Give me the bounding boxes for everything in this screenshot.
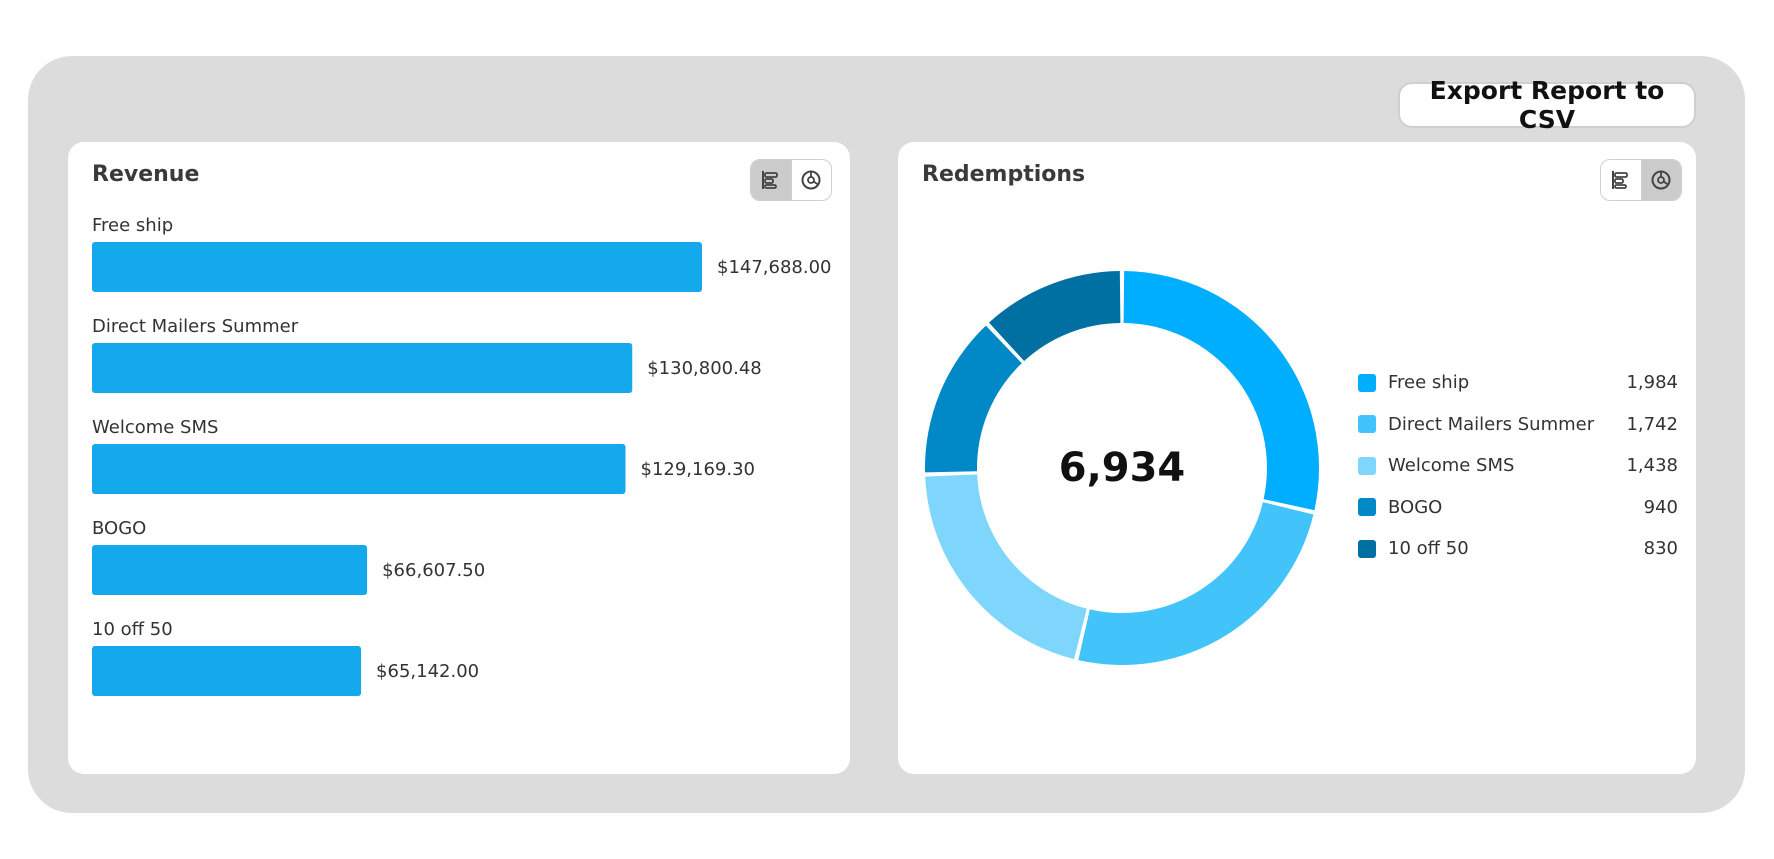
legend-label: Free ship xyxy=(1388,372,1470,394)
revenue-bar[interactable] xyxy=(92,545,368,595)
bar-value-label: $65,142.00 xyxy=(376,661,479,682)
revenue-chart-toggle xyxy=(750,159,832,201)
redemptions-title: Redemptions xyxy=(922,162,1086,187)
legend-value: 1,742 xyxy=(1626,413,1678,435)
bar-chart-icon xyxy=(1611,171,1628,189)
bar-chart-icon xyxy=(761,171,778,189)
legend-item: Welcome SMS 1,438 xyxy=(1358,445,1678,487)
legend-value: 1,984 xyxy=(1626,372,1678,394)
legend-swatch xyxy=(1358,456,1376,475)
bar-category-label: Welcome SMS xyxy=(92,417,218,438)
redemptions-chart-toggle xyxy=(1600,159,1682,201)
bar-value-label: $130,800.48 xyxy=(647,358,762,379)
legend-item: 10 off 50 830 xyxy=(1358,528,1678,570)
revenue-bar-chart: Free ship $147,688.00 Direct Mailers Summe… xyxy=(92,214,832,734)
redemptions-total: 6,934 xyxy=(1058,445,1186,491)
redemptions-pie-view-button[interactable] xyxy=(1640,160,1681,200)
revenue-bar-svg: Free ship $147,688.00 Direct Mailers Summe… xyxy=(92,215,832,696)
donut-slice[interactable] xyxy=(1078,502,1314,665)
pie-chart-icon xyxy=(801,170,821,190)
bar-value-label: $129,169.30 xyxy=(641,459,756,480)
donut-slice[interactable] xyxy=(1123,271,1319,511)
redemptions-bar-view-button[interactable] xyxy=(1601,160,1641,200)
redemptions-legend: Free ship 1,984 Direct Mailers Summer 1,742… xyxy=(1358,362,1678,570)
legend-label: 10 off 50 xyxy=(1388,538,1469,560)
donut-slice[interactable] xyxy=(925,474,1087,660)
redemptions-donut-svg xyxy=(925,271,1319,665)
revenue-title: Revenue xyxy=(92,162,200,187)
legend-item: BOGO 940 xyxy=(1358,487,1678,529)
pie-chart-icon xyxy=(1651,170,1671,190)
legend-value: 940 xyxy=(1643,496,1678,518)
bar-category-label: Direct Mailers Summer xyxy=(92,316,299,337)
revenue-bar[interactable] xyxy=(92,343,633,393)
legend-label: Welcome SMS xyxy=(1388,455,1515,477)
redemptions-donut-chart: 6,934 xyxy=(922,268,1322,668)
legend-label: BOGO xyxy=(1388,496,1443,518)
legend-swatch xyxy=(1358,498,1376,517)
redemptions-card: Redemptions 6,934 Free ship 1,984 Direct M… xyxy=(898,142,1696,774)
export-csv-button[interactable]: Export Report to CSV xyxy=(1398,76,1696,134)
legend-item: Free ship 1,984 xyxy=(1358,362,1678,404)
legend-item: Direct Mailers Summer 1,742 xyxy=(1358,404,1678,446)
revenue-bar[interactable] xyxy=(92,646,362,696)
legend-swatch xyxy=(1358,539,1376,558)
legend-swatch xyxy=(1358,415,1376,434)
legend-value: 830 xyxy=(1643,538,1678,560)
legend-swatch xyxy=(1358,373,1376,392)
revenue-bar[interactable] xyxy=(92,242,702,292)
bar-value-label: $66,607.50 xyxy=(382,560,485,581)
donut-slice[interactable] xyxy=(989,271,1121,362)
revenue-card: Revenue Free ship $147,688.00 Direct Maile… xyxy=(68,142,850,774)
donut-slice[interactable] xyxy=(925,325,1022,473)
legend-label: Direct Mailers Summer xyxy=(1388,413,1595,435)
bar-category-label: 10 off 50 xyxy=(92,619,173,640)
legend-value: 1,438 xyxy=(1626,455,1678,477)
revenue-pie-view-button[interactable] xyxy=(790,160,832,200)
bar-category-label: Free ship xyxy=(92,215,173,236)
bar-category-label: BOGO xyxy=(92,518,146,539)
bar-value-label: $147,688.00 xyxy=(717,257,832,278)
revenue-bar-view-button[interactable] xyxy=(751,160,791,200)
revenue-bar[interactable] xyxy=(92,444,626,494)
